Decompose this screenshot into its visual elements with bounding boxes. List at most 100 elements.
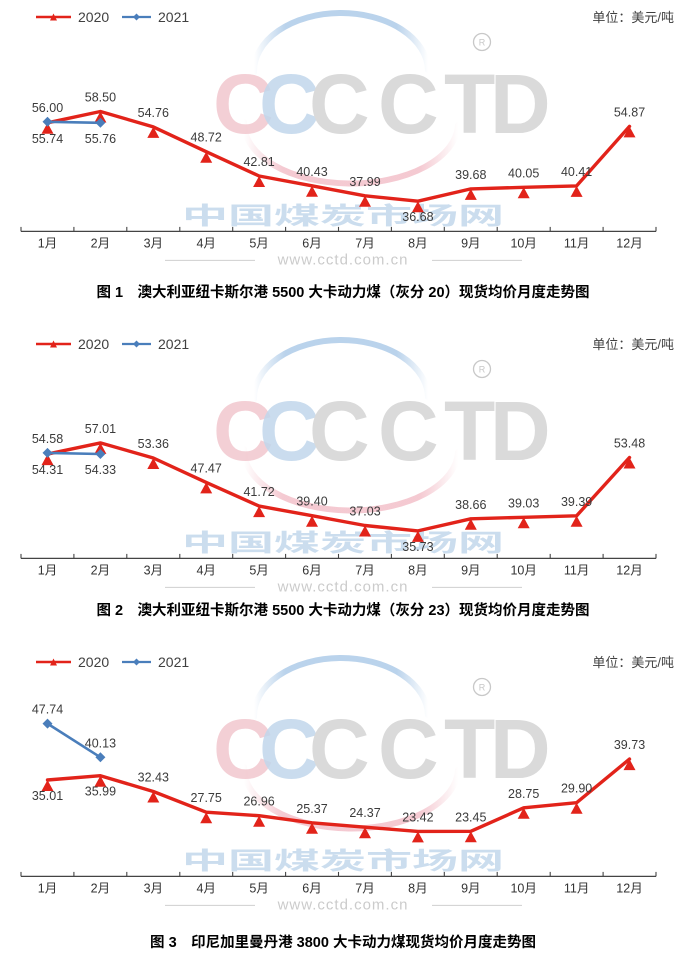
svg-text:23.42: 23.42 <box>402 810 433 824</box>
svg-text:40.13: 40.13 <box>85 736 116 750</box>
svg-text:2021: 2021 <box>158 336 189 352</box>
svg-text:36.68: 36.68 <box>402 210 433 224</box>
svg-text:28.75: 28.75 <box>508 786 539 800</box>
svg-text:11月: 11月 <box>564 563 589 577</box>
svg-text:5月: 5月 <box>249 563 268 577</box>
svg-text:10月: 10月 <box>510 881 536 895</box>
svg-text:2020: 2020 <box>78 654 109 670</box>
svg-text:2月: 2月 <box>91 563 110 577</box>
svg-text:D: D <box>490 702 551 796</box>
svg-text:55.76: 55.76 <box>85 132 116 146</box>
svg-text:11月: 11月 <box>564 236 589 250</box>
svg-text:7月: 7月 <box>355 563 374 577</box>
svg-text:47.74: 47.74 <box>32 702 63 716</box>
svg-text:D: D <box>490 384 551 478</box>
svg-text:35.73: 35.73 <box>402 540 433 554</box>
svg-text:单位：美元/吨: 单位：美元/吨 <box>592 10 674 25</box>
svg-text:2月: 2月 <box>91 881 110 895</box>
svg-text:58.50: 58.50 <box>85 91 116 105</box>
svg-text:54.31: 54.31 <box>32 463 63 477</box>
svg-text:6月: 6月 <box>302 881 321 895</box>
svg-text:54.33: 54.33 <box>85 463 116 477</box>
svg-text:R: R <box>479 365 486 375</box>
svg-text:8月: 8月 <box>408 563 427 577</box>
svg-text:D: D <box>490 57 551 151</box>
svg-text:39.68: 39.68 <box>455 168 486 182</box>
svg-text:1月: 1月 <box>38 563 57 577</box>
svg-text:12月: 12月 <box>616 881 642 895</box>
svg-text:9月: 9月 <box>461 881 480 895</box>
svg-text:25.37: 25.37 <box>296 801 327 815</box>
svg-text:10月: 10月 <box>510 563 536 577</box>
svg-text:26.96: 26.96 <box>243 794 274 808</box>
svg-text:39.39: 39.39 <box>561 495 592 509</box>
svg-text:中国煤炭市场网: 中国煤炭市场网 <box>182 196 504 231</box>
svg-text:3月: 3月 <box>144 881 163 895</box>
svg-text:T: T <box>444 702 495 796</box>
svg-text:8月: 8月 <box>408 881 427 895</box>
svg-text:47.47: 47.47 <box>191 461 222 475</box>
svg-text:R: R <box>479 682 486 692</box>
svg-text:C: C <box>378 702 439 796</box>
svg-text:41.72: 41.72 <box>243 485 274 499</box>
svg-text:单位：美元/吨: 单位：美元/吨 <box>592 337 674 352</box>
svg-text:9月: 9月 <box>461 563 480 577</box>
svg-text:T: T <box>444 57 495 151</box>
svg-text:2月: 2月 <box>91 236 110 250</box>
svg-text:12月: 12月 <box>616 563 642 577</box>
svg-text:www.cctd.com.cn: www.cctd.com.cn <box>277 578 409 592</box>
svg-text:5月: 5月 <box>249 236 268 250</box>
svg-text:29.90: 29.90 <box>561 781 592 795</box>
svg-text:T: T <box>444 384 495 478</box>
svg-text:2020: 2020 <box>78 9 109 25</box>
svg-text:32.43: 32.43 <box>138 770 169 784</box>
svg-text:56.00: 56.00 <box>32 101 63 115</box>
svg-text:5月: 5月 <box>249 881 268 895</box>
svg-text:中国煤炭市场网: 中国煤炭市场网 <box>182 523 504 558</box>
svg-text:53.36: 53.36 <box>138 437 169 451</box>
svg-text:6月: 6月 <box>302 236 321 250</box>
svg-text:42.81: 42.81 <box>243 155 274 169</box>
svg-text:C: C <box>309 702 370 796</box>
svg-text:9月: 9月 <box>461 236 480 250</box>
svg-text:www.cctd.com.cn: www.cctd.com.cn <box>277 896 409 910</box>
svg-text:38.66: 38.66 <box>455 498 486 512</box>
svg-text:4月: 4月 <box>196 236 215 250</box>
svg-text:40.41: 40.41 <box>561 165 592 179</box>
svg-text:54.58: 54.58 <box>32 432 63 446</box>
svg-text:57.01: 57.01 <box>85 422 116 436</box>
svg-text:4月: 4月 <box>196 881 215 895</box>
svg-text:53.48: 53.48 <box>614 437 645 451</box>
svg-text:单位：美元/吨: 单位：美元/吨 <box>592 655 674 670</box>
svg-text:39.03: 39.03 <box>508 496 539 510</box>
svg-text:54.76: 54.76 <box>138 106 169 120</box>
svg-text:2021: 2021 <box>158 654 189 670</box>
svg-text:1月: 1月 <box>38 236 57 250</box>
svg-text:1月: 1月 <box>38 881 57 895</box>
svg-text:55.74: 55.74 <box>32 132 63 146</box>
svg-text:54.87: 54.87 <box>614 105 645 119</box>
svg-text:24.37: 24.37 <box>349 806 380 820</box>
svg-text:C: C <box>378 384 439 478</box>
svg-text:37.99: 37.99 <box>349 175 380 189</box>
svg-text:7月: 7月 <box>355 881 374 895</box>
svg-text:40.05: 40.05 <box>508 166 539 180</box>
svg-text:8月: 8月 <box>408 236 427 250</box>
svg-text:7月: 7月 <box>355 236 374 250</box>
svg-text:3月: 3月 <box>144 236 163 250</box>
svg-text:C: C <box>309 384 370 478</box>
svg-text:27.75: 27.75 <box>191 791 222 805</box>
svg-text:23.45: 23.45 <box>455 810 486 824</box>
svg-text:35.01: 35.01 <box>32 789 63 803</box>
svg-text:3月: 3月 <box>144 563 163 577</box>
svg-text:39.73: 39.73 <box>614 738 645 752</box>
svg-text:C: C <box>309 57 370 151</box>
svg-text:R: R <box>479 38 486 48</box>
svg-text:6月: 6月 <box>302 563 321 577</box>
svg-text:40.43: 40.43 <box>296 165 327 179</box>
svg-text:48.72: 48.72 <box>191 131 222 145</box>
svg-text:www.cctd.com.cn: www.cctd.com.cn <box>277 251 409 265</box>
svg-text:中国煤炭市场网: 中国煤炭市场网 <box>182 841 504 876</box>
svg-text:10月: 10月 <box>510 236 536 250</box>
svg-text:C: C <box>378 57 439 151</box>
